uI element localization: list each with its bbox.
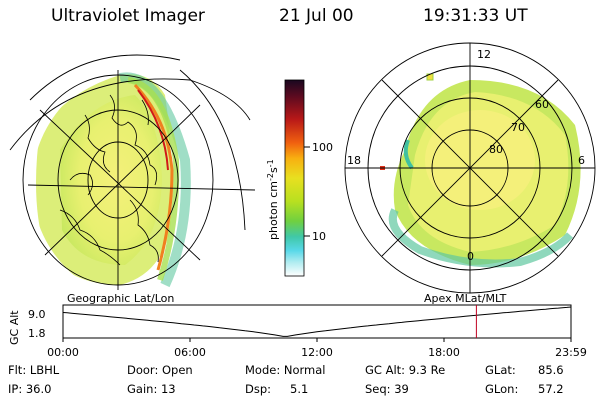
seq-info: Seq: 39 (365, 382, 409, 396)
mlt-6-label: 6 (578, 154, 585, 167)
colorbar-tick-100: 100 (312, 141, 333, 154)
colorbar-tick-10: 10 (312, 230, 326, 243)
glat-value: 85.6 (538, 363, 564, 377)
alt-x-tick-label: 12:00 (301, 346, 333, 359)
observation-date: 21 Jul 00 (279, 6, 354, 26)
mode-info: Mode: Normal (245, 363, 326, 377)
svg-text:photon cm-2s-1: photon cm-2s-1 (266, 159, 280, 240)
colorbar-unit-label: photon cm-2s-1 (266, 159, 280, 240)
dsp-value: 5.1 (290, 382, 309, 396)
alt-x-tick-label: 00:00 (47, 346, 79, 359)
mlt-12-label: 12 (477, 48, 491, 61)
glon-value: 57.2 (538, 382, 564, 396)
mlat-60-label: 60 (535, 98, 549, 111)
filter-info: Flt: LBHL (8, 363, 60, 377)
mlat-70-label: 70 (511, 121, 525, 134)
alt-x-tick-label: 06:00 (174, 346, 206, 359)
observation-time: 19:31:33 UT (423, 6, 528, 26)
colorbar-gradient (284, 79, 305, 277)
glat-label: GLat: (485, 363, 516, 377)
apex-label: Apex MLat/MLT (424, 292, 507, 305)
dsp-label: Dsp: (245, 382, 272, 396)
door-info: Door: Open (127, 363, 193, 377)
alt-axis-title: GC Alt (8, 310, 21, 345)
altitude-curve (62, 306, 572, 337)
mlt-0-label: 0 (467, 250, 474, 263)
instrument-title: Ultraviolet Imager (51, 6, 205, 26)
ip-info: IP: 36.0 (8, 382, 52, 396)
mlat-80-label: 80 (489, 143, 503, 156)
alt-y-top: 9.0 (28, 308, 46, 321)
gain-info: Gain: 13 (127, 382, 176, 396)
glon-label: GLon: (485, 382, 519, 396)
alt-y-bottom: 1.8 (28, 327, 46, 340)
alt-x-tick-label: 18:00 (428, 346, 460, 359)
geographic-label: Geographic Lat/Lon (67, 292, 174, 305)
alt-x-tick-label: 23:59 (555, 346, 587, 359)
gc-alt-info: GC Alt: 9.3 Re (365, 363, 446, 377)
mlt-18-label: 18 (347, 154, 361, 167)
alt-plot-frame (62, 304, 572, 339)
